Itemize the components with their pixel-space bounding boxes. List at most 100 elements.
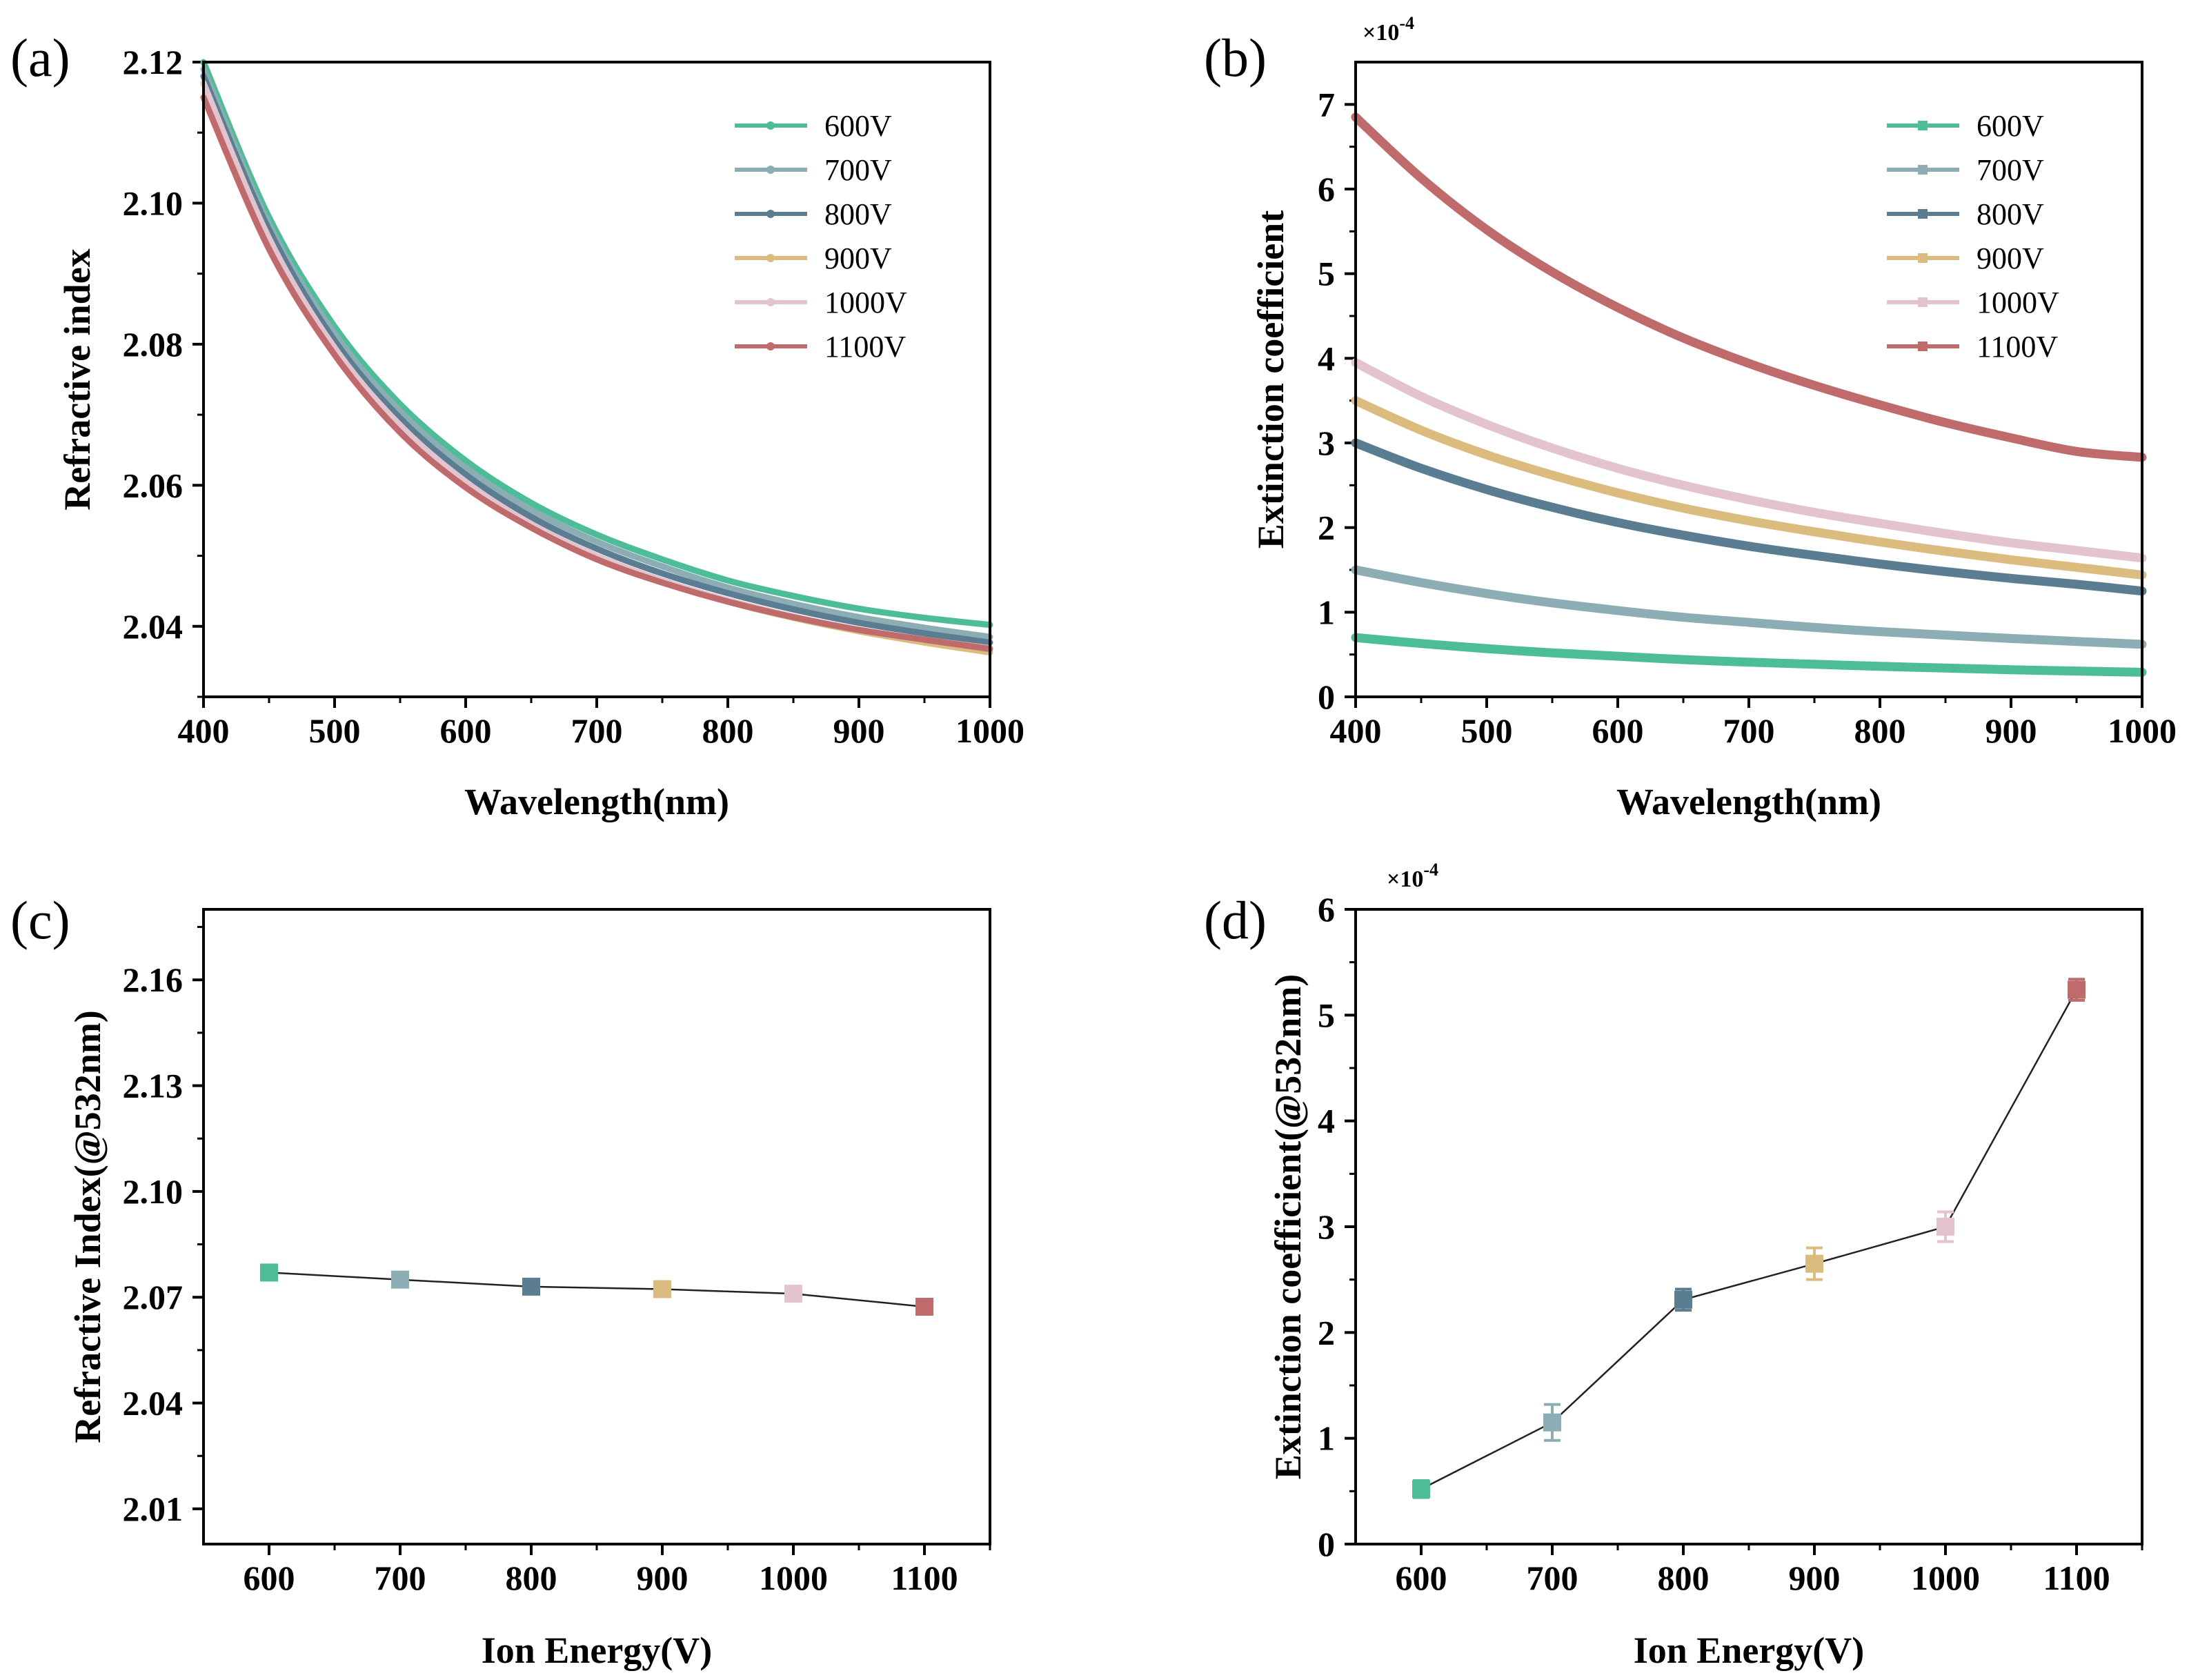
panel-a-x-axis-label: Wavelength(nm) (464, 781, 729, 822)
legend-label-1000V: 1000V (824, 286, 907, 319)
x-tick-label: 1000 (1911, 1559, 1980, 1597)
y-tick-label: 0 (1318, 1525, 1335, 1563)
panel-c-label: (c) (10, 890, 70, 950)
legend-marker-900V (1918, 253, 1928, 263)
panel-d-extinction-vs-ion-energy: 600 700 800 900 1000 1100 0 1 2 3 4 5 6 (d) ×10-4 I… (1204, 860, 2143, 1671)
y-tick-label: 2.06 (123, 466, 184, 504)
panel-d-x-ticks: 600 700 800 900 1000 1100 (1396, 1544, 2143, 1597)
y-tick-label: 2.12 (123, 43, 184, 81)
legend-marker-600V (766, 121, 775, 130)
legend-marker-800V (766, 210, 775, 218)
connecting-line (268, 1272, 925, 1308)
panel-a-label: (a) (10, 28, 70, 88)
x-tick-label: 500 (1461, 711, 1513, 750)
y-tick-label: 3 (1318, 1207, 1335, 1246)
x-tick-label: 1100 (891, 1559, 958, 1597)
panel-d-plot-area (1412, 978, 2086, 1499)
x-tick-label: 1000 (955, 711, 1024, 750)
y-tick-label: 2.13 (123, 1067, 184, 1105)
y-tick-label: 6 (1318, 170, 1335, 208)
x-tick-label: 400 (178, 711, 230, 750)
panel-b-multiplier-exponent: -4 (1399, 13, 1414, 33)
legend-marker-700V (766, 166, 775, 174)
x-tick-label: 700 (375, 1559, 426, 1597)
panel-b-label: (b) (1204, 28, 1267, 88)
x-tick-label: 600 (244, 1559, 295, 1597)
series-line-900V (1351, 396, 2147, 580)
y-tick-label: 5 (1318, 996, 1335, 1034)
series-line-600V (200, 59, 993, 629)
panel-c-plot-area (260, 1263, 933, 1316)
x-tick-label: 800 (702, 711, 754, 750)
panel-c-x-ticks: 600 700 800 900 1000 1100 (244, 1544, 991, 1597)
y-tick-label: 2.10 (123, 1172, 184, 1211)
data-point-700V (1543, 1413, 1561, 1432)
panel-b-multiplier: ×10-4 (1363, 13, 1414, 46)
panel-a-plot-area (200, 59, 993, 656)
panel-c-y-axis-label: Refractive Index(@532nm) (67, 1010, 108, 1443)
x-tick-label: 500 (309, 711, 361, 750)
panel-d-multiplier-base: ×10 (1387, 867, 1423, 892)
legend-marker-700V (1918, 165, 1928, 175)
panel-d-x-axis-label: Ion Energy(V) (1634, 1630, 1865, 1671)
data-point-900V (653, 1280, 671, 1298)
series-line-1100V (200, 94, 993, 652)
panel-d-axes-frame (1354, 908, 2143, 1545)
y-tick-label: 2.16 (123, 960, 184, 999)
legend-marker-1000V (1918, 297, 1928, 307)
x-tick-label: 600 (1396, 1559, 1447, 1597)
legend-marker-1100V (766, 342, 775, 350)
data-point-600V (260, 1263, 278, 1282)
data-point-800V (1674, 1290, 1692, 1309)
panel-b-extinction-vs-wavelength: 400 500 600 700 800 900 1000 0 1 2 3 4 5 6 7 600V 700V… (1204, 13, 2177, 822)
data-point-600V (1412, 1480, 1430, 1499)
x-tick-label: 1100 (2043, 1559, 2110, 1597)
x-tick-label: 1000 (759, 1559, 828, 1597)
x-tick-label: 800 (506, 1559, 557, 1597)
panel-d-multiplier-exponent: -4 (1423, 860, 1438, 880)
panel-b-x-ticks: 400 500 600 700 800 900 1000 (1330, 697, 2177, 750)
panel-d-y-axis-label: Extinction coefficient(@532nm) (1267, 974, 1309, 1480)
y-tick-label: 2.10 (123, 184, 184, 222)
panel-c-refractive-index-vs-ion-energy: 600 700 800 900 1000 1100 2.01 2.04 2.07 2.10 2.1… (10, 890, 991, 1671)
y-tick-label: 1 (1318, 593, 1335, 631)
series-line-1100V (1351, 112, 2147, 462)
series-line-700V (1351, 565, 2147, 649)
legend-label-900V: 900V (1977, 241, 2044, 275)
panel-d-y-ticks: 0 1 2 3 4 5 6 (1318, 890, 1356, 1563)
legend-label-800V: 800V (1977, 197, 2044, 231)
y-tick-label: 1 (1318, 1419, 1335, 1458)
panel-b-y-axis-label: Extinction coefficient (1250, 210, 1291, 549)
panel-b-legend: 600V 700V 800V 900V 1000V 1100V (1887, 109, 2059, 364)
legend-marker-800V (1918, 209, 1928, 219)
panel-a-y-axis-label: Refractive index (57, 248, 98, 510)
y-tick-label: 7 (1318, 85, 1335, 123)
legend-label-1100V: 1100V (1977, 330, 2058, 364)
x-tick-label: 900 (1789, 1559, 1841, 1597)
x-tick-label: 600 (440, 711, 492, 750)
panel-c-x-axis-label: Ion Energy(V) (482, 1630, 713, 1671)
connecting-line (1420, 989, 2078, 1490)
series-line-800V (1351, 438, 2147, 596)
y-tick-label: 2.07 (123, 1278, 184, 1316)
legend-label-800V: 800V (824, 197, 892, 231)
y-tick-label: 4 (1318, 1102, 1335, 1140)
y-tick-label: 2 (1318, 1313, 1335, 1352)
legend-label-1000V: 1000V (1977, 286, 2059, 319)
legend-label-1100V: 1100V (824, 330, 906, 364)
panel-b-plot-area (1351, 112, 2147, 677)
panel-a-y-ticks: 2.04 2.06 2.08 2.10 2.12 (123, 43, 204, 698)
y-tick-label: 5 (1318, 255, 1335, 293)
x-tick-label: 1000 (2108, 711, 2177, 750)
x-tick-label: 900 (1985, 711, 2037, 750)
panel-b-multiplier-base: ×10 (1363, 20, 1399, 46)
legend-marker-900V (766, 254, 775, 262)
y-tick-label: 2.01 (123, 1490, 184, 1528)
x-tick-label: 400 (1330, 711, 1382, 750)
panel-d-label: (d) (1204, 890, 1267, 950)
x-tick-label: 700 (1723, 711, 1775, 750)
x-tick-label: 700 (1527, 1559, 1578, 1597)
x-tick-label: 800 (1854, 711, 1906, 750)
y-tick-label: 6 (1318, 890, 1335, 929)
